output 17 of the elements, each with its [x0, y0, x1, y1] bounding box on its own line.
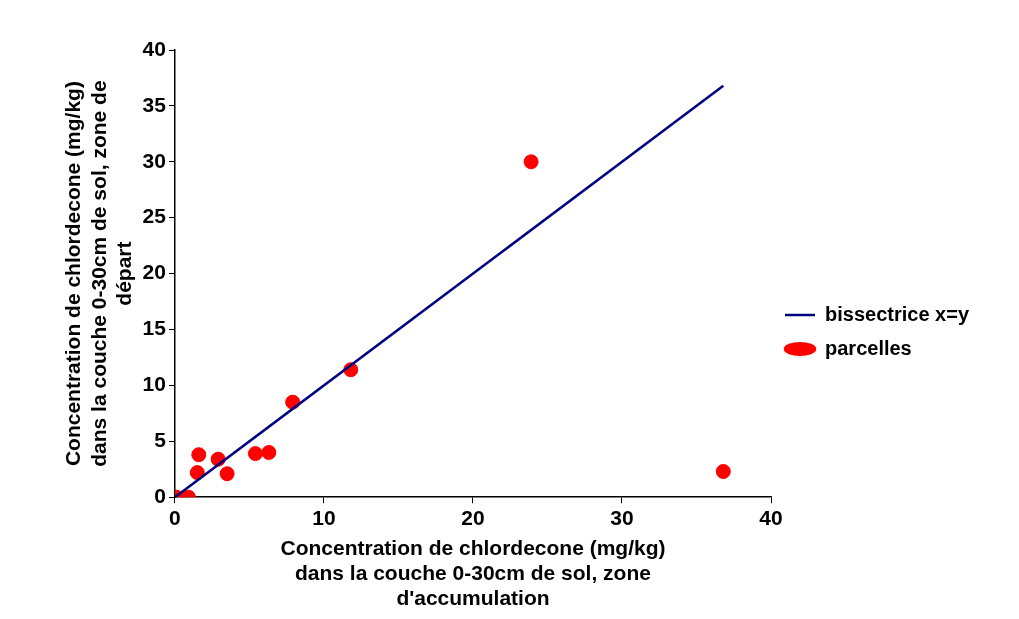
y-tick-label: 35 [142, 92, 167, 116]
x-tick-label: 30 [610, 505, 634, 529]
x-tick-label: 10 [312, 505, 336, 529]
y-tick-label: 30 [142, 148, 166, 172]
legend-label: parcelles [825, 336, 912, 359]
y-axis-title: Concentration de chlordecone (mg/kg) dans la couche 0-30cm de sol, zone de départ [61, 80, 135, 467]
y-tick-label: 0 [154, 484, 166, 507]
x-tick-label: 20 [461, 505, 485, 529]
y-tick-label: 5 [154, 428, 167, 452]
y-tick-label: 40 [142, 36, 166, 60]
x-axis-title: Concentration de chlordecone (mg/kg) dans la couche 0-30cm de sol, zone d'accumulation [280, 535, 666, 610]
y-tick-label: 10 [142, 372, 166, 396]
legend-label: bissectrice x=y [825, 302, 970, 325]
y-tick-label: 15 [142, 316, 167, 340]
x-tick-label: 40 [759, 505, 783, 529]
y-tick-label: 25 [142, 204, 167, 228]
y-tick-label: 20 [142, 260, 166, 284]
